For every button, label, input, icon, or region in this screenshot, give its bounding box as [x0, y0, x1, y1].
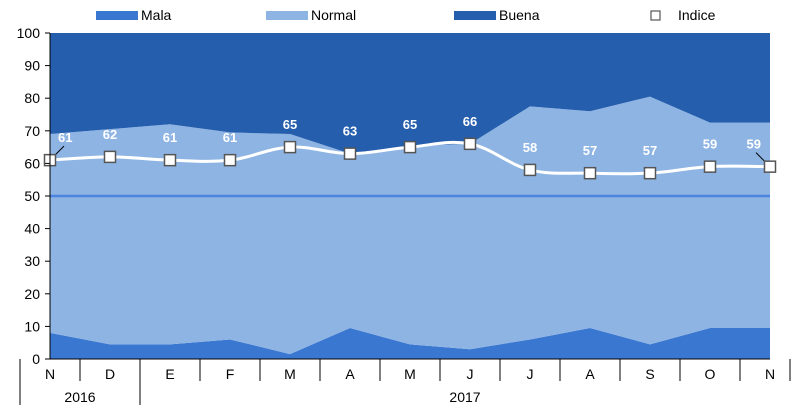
- legend-swatch-buena: [454, 11, 496, 20]
- x-tick-label: E: [165, 366, 174, 382]
- y-tick-label: 0: [32, 351, 40, 367]
- indice-point: [463, 137, 477, 151]
- legend-swatch-indice: [650, 10, 661, 21]
- x-tick-label: D: [105, 366, 115, 382]
- x-tick-label: A: [345, 366, 355, 382]
- y-tick-label: 50: [24, 188, 40, 204]
- x-tick-label: N: [765, 366, 775, 382]
- indice-data-label: 63: [343, 124, 357, 139]
- x-tick-label: M: [404, 366, 416, 382]
- y-tick-label: 70: [24, 123, 40, 139]
- x-tick-label: A: [585, 366, 595, 382]
- indice-data-label: 66: [463, 114, 477, 129]
- indice-point: [163, 153, 177, 167]
- indice-data-label: 57: [583, 143, 597, 158]
- indice-data-label: 59: [703, 137, 717, 152]
- indice-point: [103, 150, 117, 164]
- indice-data-label: 61: [223, 130, 237, 145]
- x-tick-label: O: [705, 366, 716, 382]
- legend-label-buena: Buena: [499, 7, 540, 23]
- area-buena: [50, 33, 770, 154]
- y-tick-label: 80: [24, 90, 40, 106]
- y-tick-label: 40: [24, 221, 40, 237]
- x-tick-label: N: [45, 366, 55, 382]
- x-tick-label: S: [645, 366, 654, 382]
- indice-data-label: 62: [103, 127, 117, 142]
- indice-data-label: 59: [747, 137, 761, 152]
- y-tick-label: 10: [24, 318, 40, 334]
- indice-data-label: 57: [643, 143, 657, 158]
- y-tick-label: 60: [24, 155, 40, 171]
- x-tick-label: F: [226, 366, 235, 382]
- indice-data-label: 58: [523, 140, 537, 155]
- x-year-label: 2016: [64, 389, 95, 405]
- indice-point: [583, 166, 597, 180]
- indice-point: [763, 160, 777, 173]
- x-year-label: 2017: [449, 389, 480, 405]
- legend-label-normal: Normal: [311, 7, 356, 23]
- x-tick-label: J: [527, 366, 534, 382]
- indice-data-label: 61: [58, 130, 72, 145]
- legend-label-indice: Indice: [678, 7, 716, 23]
- area-mala: [50, 328, 770, 359]
- indice-point: [283, 140, 297, 154]
- y-tick-label: 30: [24, 253, 40, 269]
- indice-point: [343, 147, 357, 160]
- legend: Mala Normal Buena Indice: [96, 7, 716, 23]
- legend-swatch-normal: [266, 11, 308, 20]
- x-tick-label: M: [284, 366, 296, 382]
- x-tick-label: J: [467, 366, 474, 382]
- indice-data-label: 65: [283, 117, 297, 132]
- y-tick-label: 100: [17, 25, 41, 41]
- indice-point: [703, 160, 717, 173]
- indice-data-label: 65: [403, 117, 417, 132]
- legend-label-mala: Mala: [141, 7, 172, 23]
- y-tick-label: 90: [24, 58, 40, 74]
- indice-point: [403, 140, 417, 154]
- axes: 0 10 20 30 40 50 60 70 80 90 100 N D E F M A M J J A S O N 2016 2…: [17, 25, 791, 405]
- y-tick-label: 20: [24, 286, 40, 302]
- indice-point: [643, 166, 657, 180]
- indice-data-label: 61: [163, 130, 177, 145]
- legend-swatch-mala: [96, 11, 138, 20]
- indice-line-group: 61 62 61 61 65 63 65 66 58 57 57 59 59: [43, 114, 777, 180]
- indice-point: [223, 153, 237, 167]
- indice-point: [523, 163, 537, 177]
